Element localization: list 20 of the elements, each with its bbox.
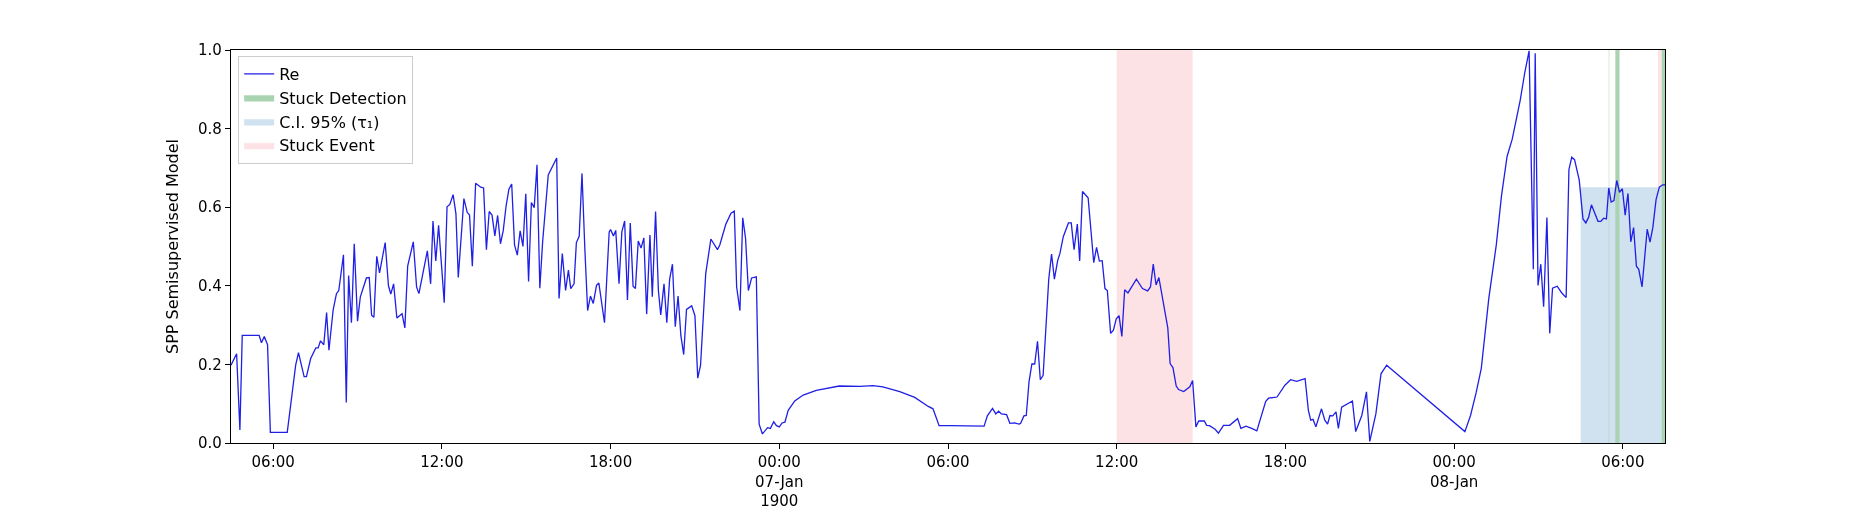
y-tick-label: 0.2 xyxy=(198,355,222,374)
legend-label: Stuck Detection xyxy=(279,88,407,108)
y-axis-title: SPP Semisupervised Model xyxy=(162,139,182,354)
x-tick-label: 00:00 08-Jan xyxy=(1429,453,1479,491)
legend-label: C.I. 95% (τ₁) xyxy=(279,112,380,132)
y-tick-label: 0.0 xyxy=(198,434,222,453)
x-tick-label: 00:00 07-Jan 1900 xyxy=(755,453,804,511)
y-tick-label: 1.0 xyxy=(198,41,222,60)
x-tick-label: 12:00 xyxy=(1095,453,1139,472)
legend-label: Stuck Event xyxy=(279,136,375,156)
legend-label: Re xyxy=(279,65,300,85)
y-tick-label: 0.8 xyxy=(198,119,222,138)
x-tick-label: 18:00 xyxy=(1263,453,1308,472)
x-tick-label: 06:00 xyxy=(1601,453,1645,472)
x-tick-label: 06:00 xyxy=(251,453,295,472)
x-tick-label: 18:00 xyxy=(588,453,633,472)
x-tick-label: 12:00 xyxy=(420,453,464,472)
y-tick-label: 0.4 xyxy=(198,277,222,296)
y-tick-label: 0.6 xyxy=(198,198,222,217)
x-tick-label: 06:00 xyxy=(926,453,970,472)
